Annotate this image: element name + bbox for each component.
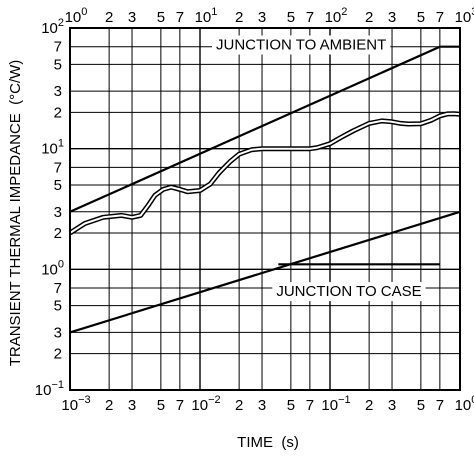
x-tick-label-bottom: 10−3 [61,394,90,414]
series-annotation: JUNCTION TO CASE [276,283,421,300]
x-tick-label-bottom: 5 [417,397,425,414]
annotation-background [212,35,391,55]
y-tick-label: 2 [54,346,62,363]
x-tick-label-top: 100 [65,6,88,26]
series-line-inner [69,112,461,234]
x-tick-label-bottom: 10−2 [191,394,220,414]
x-tick-label-bottom: 100 [455,394,474,414]
x-tick-label-top: 5 [157,9,165,26]
x-tick-label-bottom: 3 [258,397,266,414]
y-tick-label: 3 [54,324,62,341]
x-tick-label-top: 3 [258,9,266,26]
y-tick-label: 7 [54,39,62,56]
y-tick-label: 2 [54,225,62,242]
series-annotation: JUNCTION TO AMBIENT [216,36,386,53]
x-tick-label-bottom: 10−1 [321,394,350,414]
y-tick-label: 5 [54,56,62,73]
y-tick-label: 102 [41,17,64,37]
y-tick-label: 100 [41,258,64,278]
series-line [69,45,460,213]
y-tick-label: 7 [54,280,62,297]
x-tick-label-top: 2 [235,9,243,26]
x-tick-label-bottom: 7 [176,397,184,414]
x-tick-label-top: 3 [388,9,396,26]
chart-annotations: JUNCTION TO AMBIENT JUNCTION TO CASE [212,35,426,302]
x-tick-label-bottom: 2 [105,397,113,414]
series-line [69,210,461,334]
y-tick-label: 2 [54,104,62,121]
x-tick-label-bottom: 5 [287,397,295,414]
chart-series [68,45,461,334]
x-tick-label-bottom: 3 [388,397,396,414]
x-tick-label-top: 7 [176,9,184,26]
x-tick-label-top: 7 [436,9,444,26]
x-tick-label-top: 2 [365,9,373,26]
y-tick-label: 101 [41,138,64,158]
x-tick-label-bottom: 5 [157,397,165,414]
y-tick-label: 7 [54,159,62,176]
y-tick-label: 3 [54,204,62,221]
y-tick-label: 10−1 [35,379,64,399]
x-tick-label-top: 5 [417,9,425,26]
y-tick-label: 3 [54,83,62,100]
x-tick-label-top: 103 [455,6,474,26]
y-tick-label: 5 [54,298,62,315]
x-tick-label-bottom: 2 [365,397,373,414]
chart-grid [69,27,461,391]
x-tick-label-top: 102 [325,6,348,26]
x-tick-label-bottom: 2 [235,397,243,414]
x-tick-label-top: 2 [105,9,113,26]
y-tick-label: 5 [54,177,62,194]
annotation-background [272,282,426,302]
x-tick-label-top: 5 [287,9,295,26]
x-tick-label-top: 101 [195,6,218,26]
x-tick-label-bottom: 7 [436,397,444,414]
x-tick-label-top: 3 [128,9,136,26]
y-axis-label: TRANSIENT THERMAL IMPEDANCE (°C/W) [7,60,24,367]
x-tick-label-bottom: 7 [306,397,314,414]
tick-labels: 10−3235710−2235710−123571001002357101235… [35,6,474,414]
series-line-outer [68,111,461,236]
x-tick-label-top: 7 [306,9,314,26]
x-tick-label-bottom: 3 [128,397,136,414]
x-axis-label: TIME (s) [237,434,299,451]
plot-frame [69,27,461,391]
